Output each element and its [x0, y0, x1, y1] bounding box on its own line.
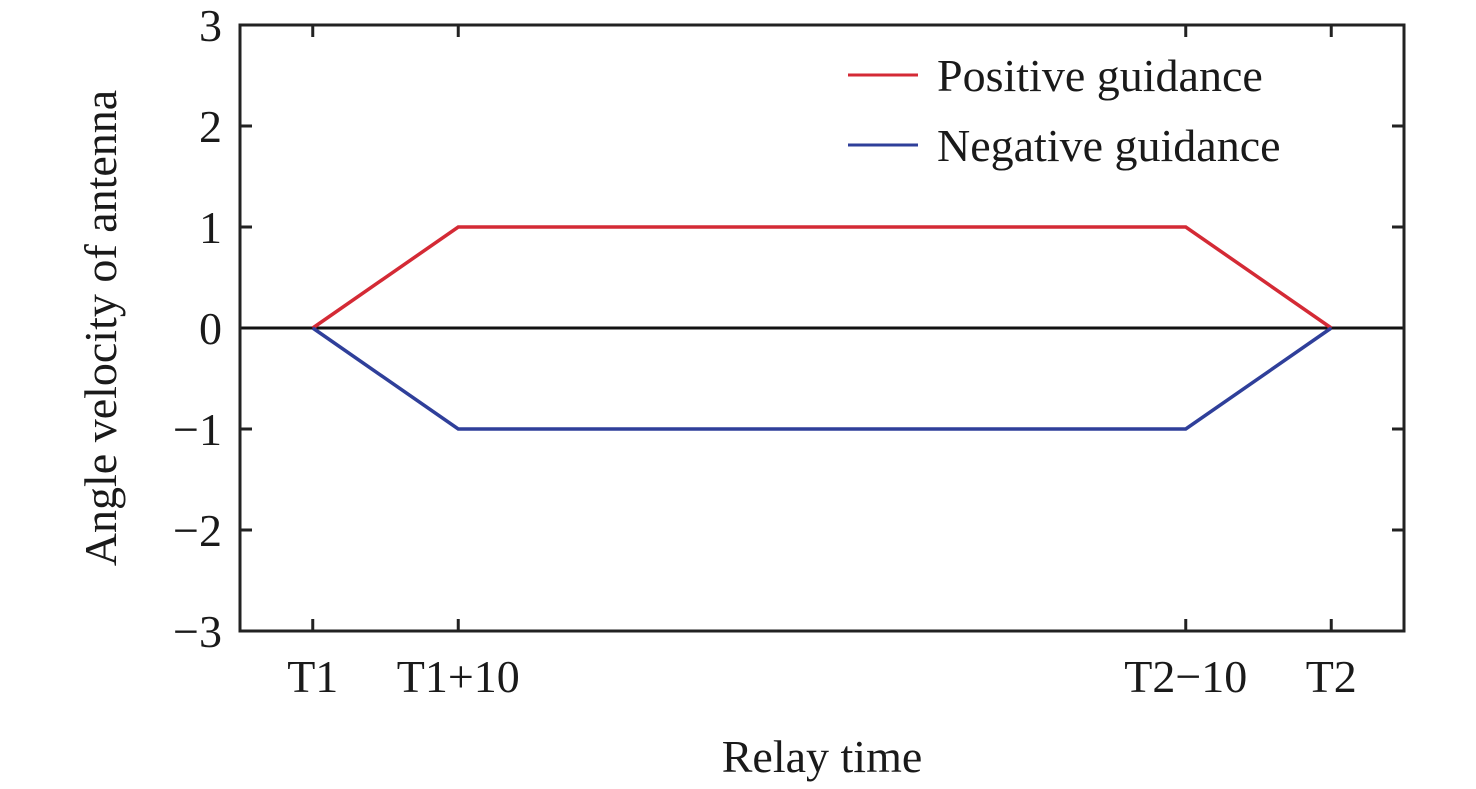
y-tick-label: 1: [199, 202, 222, 253]
x-tick-label: T1+10: [397, 651, 520, 702]
y-tick-label: 2: [199, 101, 222, 152]
x-tick-label: T2−10: [1124, 651, 1247, 702]
series-lines: [311, 225, 1333, 431]
x-tick-label: T1: [287, 651, 338, 702]
y-tick-label: −1: [173, 404, 222, 455]
y-axis-label: Angle velocity of antenna: [75, 90, 126, 566]
legend: Positive guidance Negative guidance: [848, 50, 1281, 171]
series-line-positive: [311, 225, 1333, 330]
plot-frame: [238, 23, 1406, 633]
x-tick-label: T2: [1306, 651, 1357, 702]
y-tick-label: 0: [199, 303, 222, 354]
series-line-negative: [311, 326, 1333, 431]
legend-label: Positive guidance: [937, 50, 1263, 101]
x-axis-label: Relay time: [722, 731, 923, 782]
y-tick-label: 3: [199, 0, 222, 51]
tick-labels: T1 T1+10 T2−10 T2 3 2 1 0 −1 −2 −3: [173, 0, 1357, 702]
y-tick-label: −3: [173, 606, 222, 657]
legend-label: Negative guidance: [937, 120, 1281, 171]
y-tick-label: −2: [173, 505, 222, 556]
